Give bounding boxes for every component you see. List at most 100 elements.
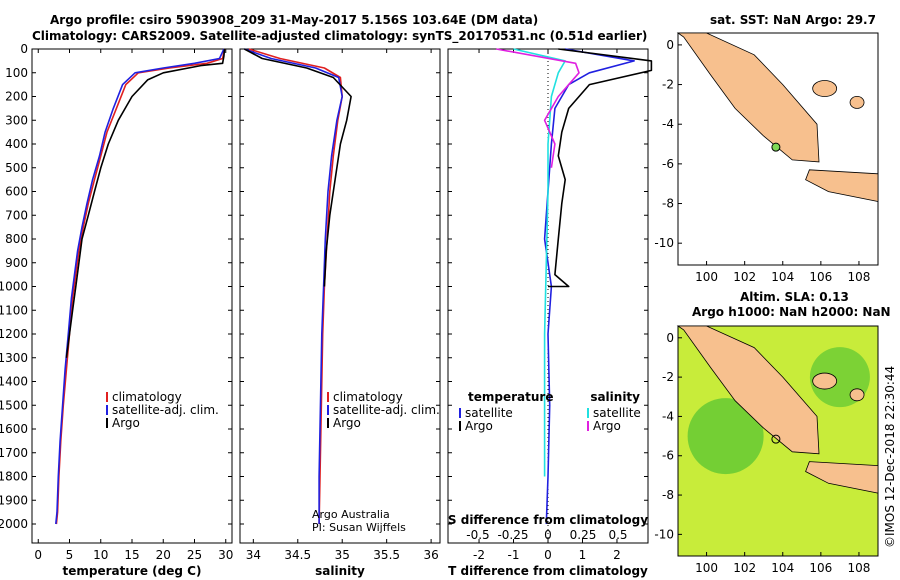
temperature-plot-frame (31, 48, 233, 544)
difference-legend-label: Argo (593, 419, 621, 433)
sst-map-bangka-land (812, 80, 838, 97)
difference-top-axis-label: S difference from climatology (448, 513, 648, 527)
salinity-x-tick-label: 34.5 (284, 548, 311, 562)
temperature-series-satellite-adj-clim- (55, 48, 225, 525)
depth-tick-label: 1500 (0, 398, 28, 412)
salinity-x-tick-label: 36 (423, 548, 438, 562)
difference-legend-label: Argo (465, 419, 493, 433)
sla-map-x-tick-label: 108 (847, 561, 870, 575)
sla-map-y-tick-label: -6 (662, 449, 674, 463)
sla-map-sla-patch (687, 398, 764, 475)
temperature-x-tick-label: 30 (218, 548, 233, 562)
temperature-legend-label: Argo (112, 416, 140, 430)
depth-tick-label: 700 (5, 208, 28, 222)
depth-tick-label: 1000 (0, 280, 28, 294)
difference-axis-label: T difference from climatology (448, 564, 648, 578)
sst-map-y-tick-label: -10 (654, 236, 674, 250)
footer-timestamp: ©IMOS 12-Dec-2018 22:30:44 (883, 365, 897, 548)
salinity-series-argo (244, 48, 352, 287)
title-line-2: Climatology: CARS2009. Satellite-adjuste… (32, 29, 648, 43)
temperature-x-tick-label: 0 (34, 548, 42, 562)
map2-title-line-2: Argo h1000: NaN h2000: NaN (692, 305, 891, 319)
salinity-axis-label: salinity (315, 564, 365, 578)
depth-tick-label: 500 (5, 161, 28, 175)
difference-legend-label: satellite (593, 406, 641, 420)
sla-map-x-tick-label: 106 (809, 561, 832, 575)
temperature-x-tick-label: 25 (187, 548, 202, 562)
sla-map-y-tick-label: 0 (666, 331, 674, 345)
depth-tick-label: 1300 (0, 351, 28, 365)
sla-map-y-tick-label: -10 (654, 527, 674, 541)
map1-title: sat. SST: NaN Argo: 29.7 (710, 13, 876, 27)
title-line-1: Argo profile: csiro 5903908_209 31-May-2… (50, 13, 539, 27)
sst-map-sumatra-land (676, 32, 820, 163)
depth-tick-label: 1100 (0, 303, 28, 317)
sla-map-x-tick-label: 104 (771, 561, 794, 575)
depth-tick-label: 0 (20, 42, 28, 56)
sla-map-belitung-land (849, 388, 865, 402)
temperature-series-climatology (55, 48, 226, 525)
depth-tick-label: 1800 (0, 470, 28, 484)
sla-map-java-land (805, 461, 879, 494)
depth-tick-label: 600 (5, 185, 28, 199)
temperature-legend-label: climatology (112, 390, 182, 404)
sla-map-x-tick-label: 100 (695, 561, 718, 575)
sst-map-y-tick-label: -6 (662, 157, 674, 171)
salinity-legend-label: Argo (333, 416, 361, 430)
sst-map-y-tick-label: -8 (662, 197, 674, 211)
temperature-x-tick-label: 10 (93, 548, 108, 562)
sla-map-y-tick-label: -4 (662, 409, 674, 423)
depth-tick-label: 100 (5, 66, 28, 80)
difference-x-tick-label: -2 (473, 548, 485, 562)
sla-map-bangka-land (812, 372, 838, 390)
salinity-x-tick-label: 35 (335, 548, 350, 562)
sst-map-y-tick-label: -2 (662, 78, 674, 92)
difference-x-tick-label: 1 (579, 548, 587, 562)
difference-top-tick-label: -0.25 (497, 528, 528, 542)
sst-map-x-tick-label: 108 (847, 270, 870, 284)
difference-top-tick-label: 0.5 (608, 528, 627, 542)
sla-map-argo-position-marker (771, 434, 781, 444)
difference-legend-label: satellite (465, 406, 513, 420)
difference-top-tick-label: 0 (544, 528, 552, 542)
sst-map-x-tick-label: 102 (733, 270, 756, 284)
difference-series-satellite (513, 48, 567, 477)
sst-map-java-land (805, 169, 879, 202)
sst-map-argo-position-marker (771, 142, 781, 152)
depth-tick-label: 2000 (0, 517, 28, 531)
sst-map-x-tick-label: 100 (695, 270, 718, 284)
temperature-axis-label: temperature (deg C) (63, 564, 202, 578)
temperature-x-tick-label: 20 (156, 548, 171, 562)
sst-map-belitung-land (849, 96, 865, 109)
depth-tick-label: 900 (5, 256, 28, 270)
credit-line-1: Argo Australia (312, 508, 390, 521)
salinity-legend-title: salinity (590, 390, 640, 404)
temperature-series-argo (65, 48, 226, 358)
salinity-legend-label: satellite-adj. clim. (333, 403, 440, 417)
sst-map-y-tick-label: 0 (666, 38, 674, 52)
salinity-x-tick-label: 34 (246, 548, 261, 562)
salinity-x-tick-label: 35.5 (373, 548, 400, 562)
temperature-x-tick-label: 5 (66, 548, 74, 562)
sla-map-x-tick-label: 102 (733, 561, 756, 575)
sst-map-x-tick-label: 104 (771, 270, 794, 284)
sla-map-y-tick-label: -2 (662, 370, 674, 384)
sst-map-y-tick-label: -4 (662, 117, 674, 131)
difference-x-tick-label: 0 (544, 548, 552, 562)
map2-title-line-1: Altim. SLA: 0.13 (740, 290, 849, 304)
sst-map-x-tick-label: 106 (809, 270, 832, 284)
salinity-legend-label: climatology (333, 390, 403, 404)
difference-x-tick-label: 2 (613, 548, 621, 562)
sla-map-y-tick-label: -8 (662, 488, 674, 502)
depth-tick-label: 1900 (0, 493, 28, 507)
salinity-plot-frame (239, 48, 441, 544)
temperature-x-tick-label: 15 (124, 548, 139, 562)
depth-tick-label: 1600 (0, 422, 28, 436)
difference-top-tick-label: 0.25 (570, 528, 597, 542)
depth-tick-label: 1400 (0, 375, 28, 389)
sla-map-sumatra-land (676, 325, 820, 455)
salinity-series-climatology (248, 48, 344, 525)
difference-x-tick-label: -1 (508, 548, 520, 562)
